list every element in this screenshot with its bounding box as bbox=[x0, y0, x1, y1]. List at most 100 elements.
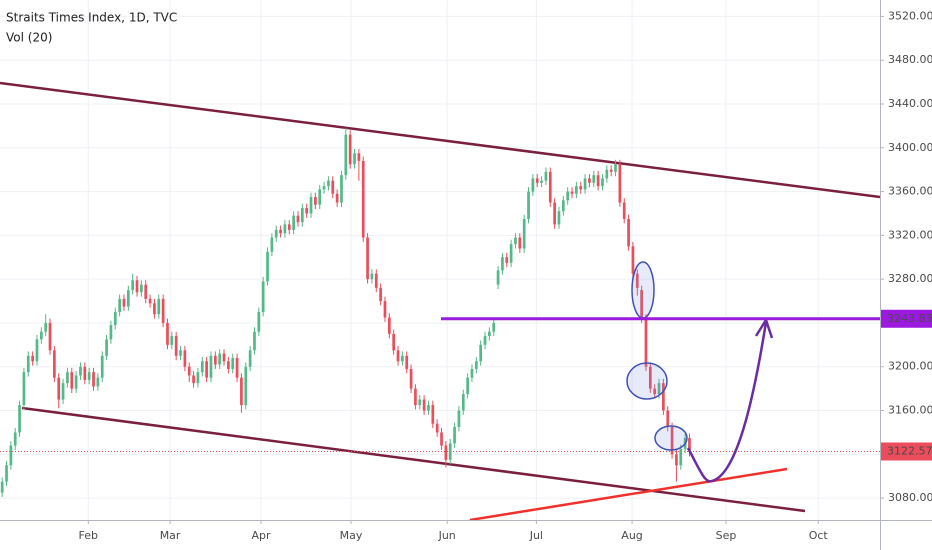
candle-body bbox=[609, 169, 613, 172]
x-tick-label: Oct bbox=[809, 529, 829, 542]
candle-body bbox=[492, 322, 496, 332]
y-tick-label: 3320.00 bbox=[888, 228, 932, 241]
candle-body bbox=[548, 171, 552, 203]
candle-body bbox=[48, 322, 52, 351]
candle-body bbox=[657, 383, 661, 395]
candle-body bbox=[466, 377, 469, 395]
last-price-label: 3122.57 bbox=[887, 445, 932, 458]
candle-body bbox=[631, 246, 635, 274]
candle-body bbox=[662, 383, 665, 411]
candle-body bbox=[200, 361, 204, 373]
candle-body bbox=[566, 191, 570, 201]
candle-body bbox=[144, 284, 148, 299]
candle-body bbox=[244, 366, 248, 406]
candle-body bbox=[218, 353, 222, 365]
candle-body bbox=[605, 169, 609, 179]
candle-body bbox=[13, 432, 17, 446]
chart-title: Straits Times Index, 1D, TVC bbox=[6, 11, 177, 25]
candle-body bbox=[575, 186, 578, 194]
x-tick-label: Jun bbox=[438, 529, 456, 542]
candle-body bbox=[300, 208, 304, 223]
candle-body bbox=[509, 244, 513, 263]
candle-body bbox=[87, 372, 91, 380]
candle-body bbox=[635, 273, 639, 288]
candle-body bbox=[427, 405, 430, 411]
candle-body bbox=[74, 375, 78, 389]
candle-body bbox=[448, 443, 452, 460]
candle-body bbox=[35, 339, 39, 362]
candle-body bbox=[435, 423, 439, 433]
candle-body bbox=[327, 180, 330, 187]
candle-body bbox=[592, 175, 596, 183]
candle-body bbox=[401, 355, 404, 362]
candle-body bbox=[514, 237, 517, 245]
candle-body bbox=[31, 355, 34, 362]
candle-body bbox=[457, 410, 461, 427]
candle-body bbox=[322, 186, 326, 190]
candle-body bbox=[409, 368, 413, 389]
candle-body bbox=[470, 368, 474, 378]
candle-body bbox=[240, 377, 243, 406]
candle-body bbox=[292, 215, 295, 230]
candle-body bbox=[166, 322, 169, 345]
candle-body bbox=[414, 388, 417, 406]
candle-body bbox=[109, 325, 113, 340]
candle-body bbox=[222, 353, 226, 362]
candle-body bbox=[266, 251, 269, 282]
y-tick-label: 3160.00 bbox=[888, 404, 932, 417]
candle-body bbox=[44, 322, 48, 332]
candle-body bbox=[344, 134, 348, 176]
candle-body bbox=[392, 333, 396, 351]
candle-body bbox=[422, 399, 426, 411]
candle-body bbox=[396, 350, 400, 362]
x-tick-label: Jul bbox=[529, 529, 543, 542]
candle-body bbox=[370, 273, 374, 280]
level-tag bbox=[881, 309, 932, 328]
candle-body bbox=[440, 432, 443, 446]
last-price-tag bbox=[881, 442, 932, 461]
drawings bbox=[0, 81, 881, 522]
candle-body bbox=[601, 178, 604, 187]
candle-body bbox=[205, 361, 208, 378]
candle-body bbox=[170, 336, 174, 345]
highlight-ellipse bbox=[631, 261, 655, 319]
candle-body bbox=[570, 191, 574, 194]
candle-body bbox=[418, 399, 422, 406]
candle-body bbox=[26, 355, 30, 373]
y-tick-label: 3480.00 bbox=[888, 53, 932, 66]
candle-body bbox=[179, 350, 182, 356]
projection-arrow bbox=[686, 321, 768, 483]
candles bbox=[0, 128, 691, 498]
candle-body bbox=[283, 224, 287, 234]
candle-body bbox=[444, 445, 448, 460]
upper-trend-line bbox=[0, 81, 881, 199]
candle-body bbox=[122, 298, 126, 307]
candle-body bbox=[248, 350, 252, 367]
candle-body bbox=[544, 171, 548, 181]
candle-body bbox=[527, 191, 530, 219]
candle-body bbox=[213, 355, 217, 365]
candle-body bbox=[431, 405, 435, 424]
candle-body bbox=[196, 372, 200, 384]
candle-body bbox=[340, 175, 343, 203]
candle-body bbox=[57, 377, 61, 400]
x-tick-label: Aug bbox=[621, 529, 642, 542]
overlays bbox=[441, 261, 880, 483]
candle-body bbox=[522, 218, 526, 249]
candle-body bbox=[305, 208, 309, 214]
candle-body bbox=[379, 287, 382, 302]
candle-body bbox=[579, 186, 583, 190]
candle-body bbox=[227, 361, 230, 369]
candle-body bbox=[474, 361, 478, 369]
candle-body bbox=[253, 331, 256, 351]
y-tick-label: 3360.00 bbox=[888, 185, 932, 198]
candle-body bbox=[70, 372, 74, 389]
candle-body bbox=[483, 336, 487, 345]
candle-body bbox=[231, 357, 235, 369]
candle-body bbox=[270, 237, 274, 252]
y-tick-label: 3080.00 bbox=[888, 491, 932, 504]
candle-body bbox=[640, 290, 643, 319]
candle-body bbox=[79, 366, 82, 376]
